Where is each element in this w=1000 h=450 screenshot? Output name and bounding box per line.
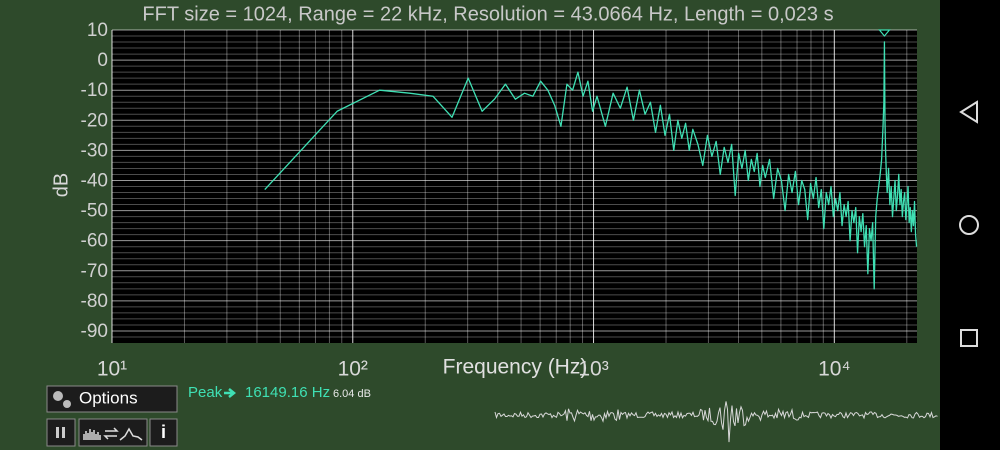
y-tick-label: -20 xyxy=(81,110,108,131)
waveform xyxy=(494,401,938,443)
y-tick-label: -60 xyxy=(81,231,108,252)
grid xyxy=(111,29,917,343)
peak-arrow xyxy=(224,388,237,398)
x-tick-label: 10⁴ xyxy=(818,358,850,381)
x-tick-label: 10¹ xyxy=(97,358,127,381)
back-button[interactable] xyxy=(959,100,978,124)
y-tick-label: -80 xyxy=(81,291,108,312)
pause-button[interactable] xyxy=(46,418,76,447)
button-frame xyxy=(46,385,178,413)
y-axis-label: dB xyxy=(50,173,72,197)
options-label: Options xyxy=(79,388,138,407)
x-tick-label: 10³ xyxy=(578,358,608,381)
button-frame xyxy=(46,418,76,447)
peak-level: 6.04 dB xyxy=(333,388,371,400)
info-label: i xyxy=(161,422,166,442)
x-tick-label: 10² xyxy=(338,358,368,381)
y-tick-label: -10 xyxy=(81,80,108,101)
pause-icon xyxy=(56,427,59,438)
button-frame xyxy=(149,418,178,447)
y-tick-label: -90 xyxy=(81,321,108,342)
recents-button[interactable] xyxy=(960,329,978,347)
x-axis-label: Frequency (Hz) xyxy=(443,356,588,379)
mode-button[interactable] xyxy=(78,418,148,447)
home-button[interactable] xyxy=(959,215,979,235)
gear-icon xyxy=(53,391,71,408)
y-tick-label: 10 xyxy=(87,20,108,41)
y-tick-label: -30 xyxy=(81,140,108,161)
swap-icon xyxy=(103,427,119,440)
y-tick-label: -70 xyxy=(81,261,108,282)
peak-marker xyxy=(878,29,891,37)
plot-area xyxy=(112,30,917,343)
spectrum-line xyxy=(264,41,918,290)
y-tick-label: -40 xyxy=(81,170,108,191)
pause-icon xyxy=(62,427,65,438)
peak-frequency: 16149.16 Hz xyxy=(245,384,330,401)
marks xyxy=(264,29,918,290)
button-frame xyxy=(78,418,148,447)
y-tick-label: 0 xyxy=(97,50,108,71)
chart-title: FFT size = 1024, Range = 22 kHz, Resolut… xyxy=(142,3,833,25)
nav-bar xyxy=(940,0,1000,450)
y-tick-label: -50 xyxy=(81,201,108,222)
peak-label: Peak xyxy=(188,384,223,401)
options-button[interactable]: Options xyxy=(46,385,178,413)
bars-icon xyxy=(83,429,101,440)
info-button[interactable]: i xyxy=(149,418,178,447)
curve-icon xyxy=(119,427,143,441)
